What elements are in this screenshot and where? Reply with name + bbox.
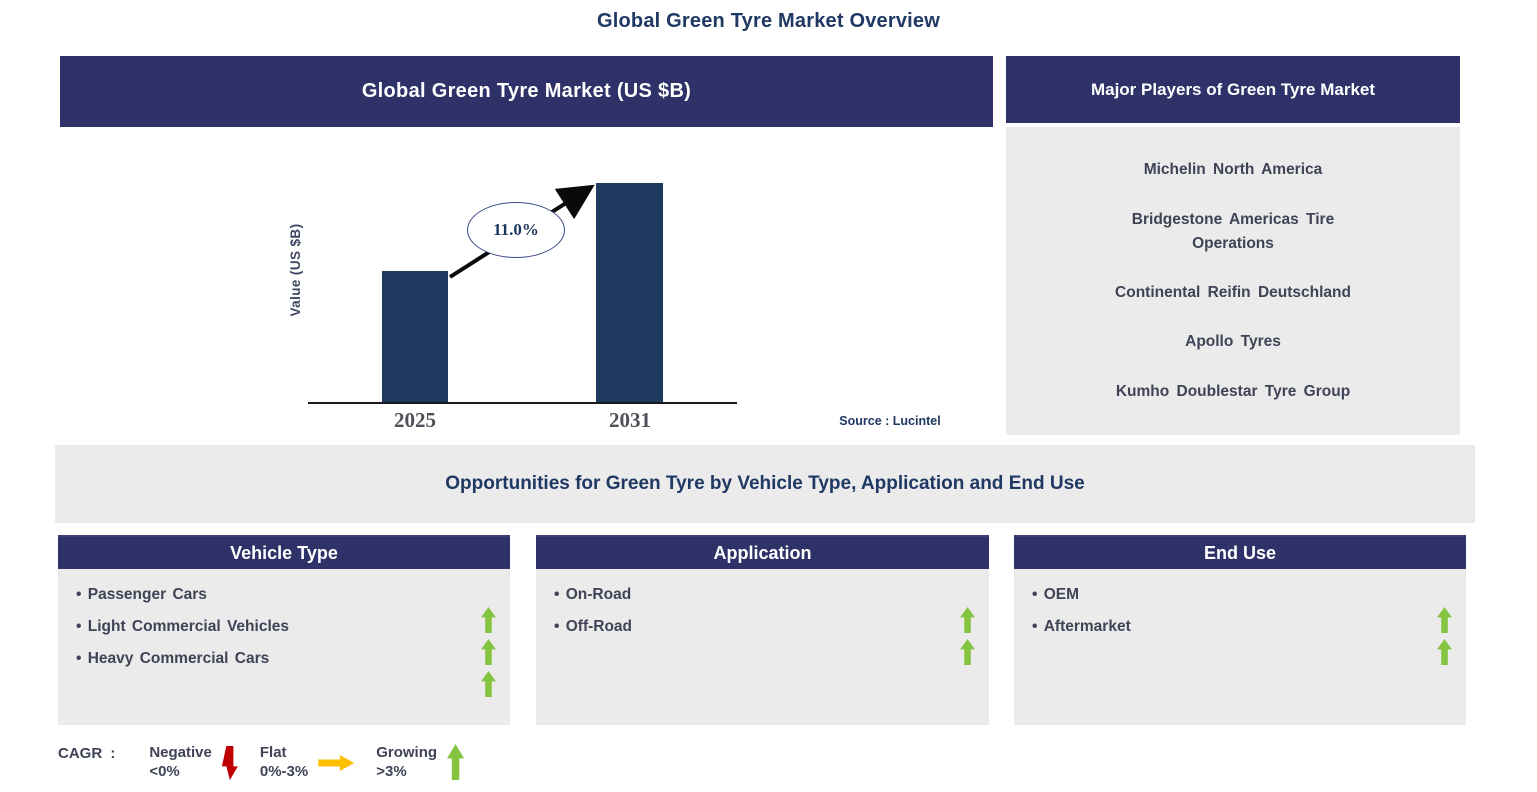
- up-arrow-icon: [447, 744, 465, 780]
- players-list: Michelin North America Bridgestone Ameri…: [1006, 127, 1460, 435]
- list-item: Kumho Doublestar Tyre Group: [1115, 382, 1351, 400]
- up-arrow-icon: [1437, 607, 1452, 633]
- legend-entry-name: Growing: [376, 744, 438, 761]
- list-item: Bridgestone Americas Tire Operations: [1131, 210, 1335, 252]
- trend-arrows: [1437, 607, 1452, 665]
- list-item: Continental Reifin Deutschland: [1115, 283, 1351, 301]
- opportunities-band: Opportunities for Green Tyre by Vehicle …: [55, 445, 1475, 523]
- source-note: Source : Lucintel: [839, 414, 941, 428]
- x-tick-2025: 2025: [394, 408, 436, 432]
- legend-entry-text: Growing >3%: [376, 743, 437, 781]
- bar-2031: [596, 183, 663, 403]
- up-arrow-icon: [960, 607, 975, 633]
- list-item: Michelin North America: [1143, 161, 1323, 179]
- vehicle-type-body: Passenger Cars Light Commercial Vehicles…: [58, 569, 510, 725]
- legend-entry-name: Negative: [149, 744, 212, 761]
- trend-arrows: [960, 607, 975, 665]
- end-use-header: End Use: [1014, 535, 1466, 569]
- page-title: Global Green Tyre Market Overview: [596, 10, 941, 32]
- x-axis-line: [308, 402, 737, 404]
- list-item: On-Road: [554, 579, 989, 611]
- vehicle-type-header: Vehicle Type: [58, 535, 510, 569]
- application-header: Application: [536, 535, 989, 569]
- list-item: Off-Road: [554, 611, 989, 643]
- down-arrow-icon: [221, 746, 238, 780]
- list-item: Apollo Tyres: [1185, 333, 1281, 351]
- list-item: Heavy Commercial Cars: [76, 643, 510, 675]
- legend-entry-range: >3%: [376, 763, 407, 780]
- cagr-legend: CAGR : Negative <0% Flat 0%-3% Growing >…: [58, 743, 486, 781]
- market-chart-panel: Global Green Tyre Market (US $B) Value (…: [60, 56, 993, 445]
- end-use-column: End Use OEM Aftermarket: [1014, 535, 1466, 725]
- application-column: Application On-Road Off-Road: [536, 535, 989, 725]
- list-item: Light Commercial Vehicles: [76, 611, 510, 643]
- x-tick-2031: 2031: [609, 408, 651, 432]
- up-arrow-icon: [481, 607, 496, 633]
- legend-label: CAGR :: [58, 745, 116, 762]
- up-arrow-icon: [960, 639, 975, 665]
- vehicle-type-column: Vehicle Type Passenger Cars Light Commer…: [58, 535, 510, 725]
- legend-entry-negative: Negative <0%: [149, 743, 238, 781]
- bar-2025: [382, 271, 448, 403]
- up-arrow-icon: [1437, 639, 1452, 665]
- up-arrow-icon: [481, 639, 496, 665]
- major-players-panel: Major Players of Green Tyre Market Miche…: [1006, 56, 1460, 435]
- legend-entry-text: Negative <0%: [149, 743, 212, 781]
- list-item: OEM: [1032, 579, 1466, 611]
- opportunities-title: Opportunities for Green Tyre by Vehicle …: [445, 473, 1085, 494]
- list-item: Passenger Cars: [76, 579, 510, 611]
- legend-entry-text: Flat 0%-3%: [260, 743, 308, 781]
- end-use-body: OEM Aftermarket: [1014, 569, 1466, 725]
- legend-entry-growing: Growing >3%: [376, 743, 465, 781]
- trend-arrows: [481, 607, 496, 697]
- legend-entry-flat: Flat 0%-3%: [260, 743, 355, 781]
- players-panel-header: Major Players of Green Tyre Market: [1006, 56, 1460, 123]
- up-arrow-icon: [481, 671, 496, 697]
- legend-entry-name: Flat: [259, 744, 287, 761]
- list-item: Aftermarket: [1032, 611, 1466, 643]
- legend-entry-range: 0%-3%: [259, 763, 309, 780]
- right-arrow-icon: [318, 755, 355, 771]
- cagr-callout: 11.0%: [467, 202, 565, 258]
- legend-entry-range: <0%: [149, 763, 180, 780]
- application-body: On-Road Off-Road: [536, 569, 989, 725]
- chart-panel-header: Global Green Tyre Market (US $B): [60, 56, 993, 127]
